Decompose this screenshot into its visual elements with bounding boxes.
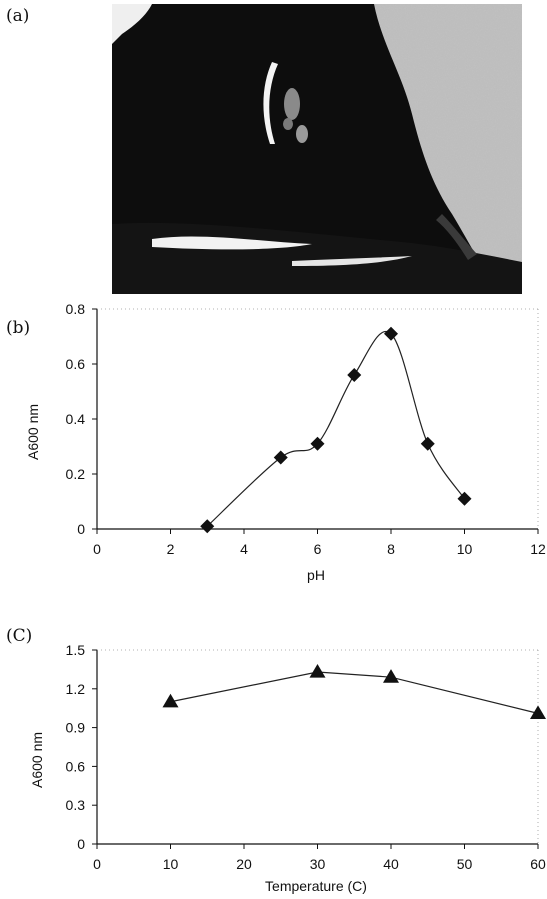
micrograph-photo [112, 4, 522, 294]
ph-chart-plot: 0 0.2 0.4 0.6 0.8 0 2 4 6 8 10 12 [66, 301, 546, 557]
temperature-chart-data-point [530, 705, 546, 719]
ph-chart-ylabel: A600 nm [25, 404, 41, 460]
ph-chart-data-point [347, 368, 362, 382]
ph-chart-data-point [273, 450, 288, 465]
ph-chart: 0 0.2 0.4 0.6 0.8 0 2 4 6 8 10 12 pH A600 nm [25, 301, 546, 583]
ph-chart-xtick-label: 2 [167, 541, 175, 557]
temperature-chart-xlabel: Temperature (C) [265, 878, 367, 894]
ph-chart-xtick-label: 12 [530, 541, 546, 557]
ph-chart-ytick-label: 0 [77, 521, 85, 537]
ph-chart-xtick-label: 8 [387, 541, 395, 557]
panel-label-b: (b) [6, 318, 31, 338]
ph-chart-data-point [384, 326, 398, 341]
temperature-chart-ytick-label: 0.3 [66, 797, 86, 813]
ph-chart-data-point [420, 436, 435, 451]
temperature-chart-ytick-label: 1.5 [66, 642, 86, 658]
ph-chart-ytick-label: 0.6 [66, 356, 86, 372]
ph-chart-series-line [206, 330, 465, 527]
temperature-chart-xtick-label: 20 [236, 856, 252, 872]
temperature-chart-plot: 0 0.3 0.6 0.9 1.2 1.5 0 10 20 30 40 50 60 [66, 642, 546, 872]
temperature-chart-ytick-label: 0.6 [66, 758, 86, 774]
temperature-chart-ytick-label: 0.9 [66, 720, 86, 736]
temperature-chart-xtick-label: 40 [383, 856, 399, 872]
ph-chart-data-point [200, 519, 215, 534]
temperature-chart: 0 0.3 0.6 0.9 1.2 1.5 0 10 20 30 40 50 60 Temperatur… [29, 642, 546, 894]
temperature-chart-xtick-label: 60 [530, 856, 546, 872]
ph-chart-xtick-label: 6 [314, 541, 322, 557]
temperature-chart-xtick-label: 30 [310, 856, 326, 872]
panel-label-a: (a) [6, 6, 30, 26]
temperature-chart-ylabel: A600 nm [29, 732, 45, 788]
ph-chart-ytick-label: 0.8 [66, 301, 86, 317]
ph-chart-xlabel: pH [307, 567, 325, 583]
panel-label-c: (C) [6, 626, 33, 646]
temperature-chart-data-point [383, 669, 399, 683]
ph-chart-data-point [310, 436, 325, 451]
ph-chart-xtick-label: 4 [240, 541, 248, 557]
temperature-chart-data-point [309, 663, 326, 678]
ph-chart-xtick-label: 10 [457, 541, 473, 557]
temperature-chart-data-point [162, 693, 179, 708]
ph-chart-xtick-label: 0 [93, 541, 101, 557]
ph-chart-data-point [457, 491, 472, 506]
ph-chart-ytick-label: 0.2 [66, 466, 86, 482]
temperature-chart-ytick-label: 0 [77, 836, 85, 852]
temperature-chart-xtick-label: 0 [93, 856, 101, 872]
temperature-chart-xtick-label: 10 [163, 856, 179, 872]
temperature-chart-series-line [170, 671, 539, 714]
temperature-chart-ytick-label: 1.2 [66, 681, 86, 697]
ph-chart-ytick-label: 0.4 [66, 411, 86, 427]
temperature-chart-xtick-label: 50 [457, 856, 473, 872]
